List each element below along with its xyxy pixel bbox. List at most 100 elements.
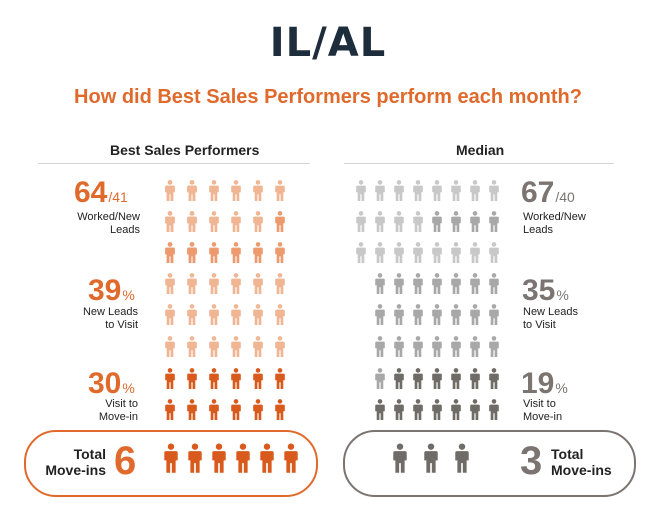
person-icon xyxy=(470,242,480,263)
person-icon xyxy=(470,273,480,294)
person-icon xyxy=(231,399,241,420)
person-icon xyxy=(231,304,241,325)
best-visit-value: 39 xyxy=(88,274,122,307)
person-icon xyxy=(209,211,219,232)
person-icon xyxy=(253,273,263,294)
person-icon xyxy=(394,368,404,389)
person-icon xyxy=(260,443,274,473)
person-icon xyxy=(209,273,219,294)
person-icon xyxy=(394,211,404,232)
person-icon xyxy=(165,399,175,420)
person-icon xyxy=(375,180,385,201)
person-icon xyxy=(209,368,219,389)
person-icon xyxy=(253,242,263,263)
person-icon xyxy=(275,336,285,357)
person-icon xyxy=(413,211,423,232)
person-icon xyxy=(375,273,385,294)
person-icon xyxy=(393,443,407,473)
person-icon xyxy=(187,336,197,357)
median-worked-label-line: Leads xyxy=(523,224,553,236)
person-icon xyxy=(165,180,175,201)
median-total-value: 3 xyxy=(520,439,543,483)
person-icon xyxy=(187,304,197,325)
person-icon xyxy=(470,336,480,357)
person-icon xyxy=(356,180,366,201)
person-icon xyxy=(253,180,263,201)
person-icon xyxy=(275,304,285,325)
median-total-label: Total Move-ins xyxy=(551,446,621,478)
median-movein-value: 19 xyxy=(521,367,555,400)
median-heading: Median xyxy=(456,142,505,158)
best-total-label: Total Move-ins xyxy=(44,446,106,478)
best-worked-label-line: Worked/New xyxy=(77,211,140,223)
person-icon xyxy=(253,336,263,357)
best-worked-suffix: /41 xyxy=(108,189,128,205)
person-icon xyxy=(413,368,423,389)
person-icon xyxy=(470,399,480,420)
person-icon xyxy=(394,336,404,357)
person-icon xyxy=(432,304,442,325)
best-visit-suffix: % xyxy=(122,287,135,303)
person-icon xyxy=(413,399,423,420)
person-icon xyxy=(209,180,219,201)
person-icon xyxy=(284,443,298,473)
page-subtitle: How did Best Sales Performers perform ea… xyxy=(74,86,582,108)
person-icon xyxy=(253,399,263,420)
person-icon xyxy=(470,368,480,389)
person-icon xyxy=(231,211,241,232)
best-visit-label-line: New Leads xyxy=(82,306,138,318)
median-total-box xyxy=(343,430,636,497)
best-visit-stat: 39% xyxy=(88,276,135,310)
best-total-label-line: Move-ins xyxy=(45,462,106,478)
person-icon xyxy=(489,304,499,325)
best-movein-label-line: Visit to xyxy=(105,398,138,410)
person-icon xyxy=(432,368,442,389)
person-icon xyxy=(231,242,241,263)
person-icon xyxy=(253,211,263,232)
person-icon xyxy=(451,180,461,201)
median-visit-stat: 35% xyxy=(522,276,569,310)
person-icon xyxy=(275,273,285,294)
person-icon xyxy=(451,211,461,232)
median-worked-stat: 67/40 xyxy=(521,178,575,212)
person-icon xyxy=(209,336,219,357)
person-icon xyxy=(470,180,480,201)
person-icon xyxy=(455,443,469,473)
person-icon xyxy=(432,336,442,357)
person-icon xyxy=(231,336,241,357)
person-icon xyxy=(413,242,423,263)
person-icon xyxy=(275,211,285,232)
person-icon xyxy=(165,336,175,357)
person-icon xyxy=(451,336,461,357)
person-icon xyxy=(489,368,499,389)
person-icon xyxy=(188,443,202,473)
person-icon xyxy=(187,368,197,389)
person-icon xyxy=(413,336,423,357)
median-visit-suffix: % xyxy=(556,287,569,303)
person-icon xyxy=(413,304,423,325)
person-icon xyxy=(187,180,197,201)
person-icon xyxy=(209,304,219,325)
median-movein-label: Visit to Move-in xyxy=(523,398,603,424)
person-icon xyxy=(451,368,461,389)
person-icon xyxy=(432,211,442,232)
person-icon xyxy=(253,304,263,325)
person-icon xyxy=(187,399,197,420)
best-movein-label: Visit to Move-in xyxy=(60,398,138,424)
person-icon xyxy=(489,211,499,232)
person-icon xyxy=(394,304,404,325)
median-worked-value: 67 xyxy=(521,176,555,209)
person-icon xyxy=(187,242,197,263)
median-total-label-line: Total xyxy=(551,446,584,462)
person-icon xyxy=(375,242,385,263)
person-icon xyxy=(394,242,404,263)
best-visit-label-line: to Visit xyxy=(105,319,138,331)
person-icon xyxy=(489,180,499,201)
best-total-label-line: Total xyxy=(73,446,106,462)
page-title: IL/AL xyxy=(269,20,387,66)
best-movein-stat: 30% xyxy=(88,369,135,403)
best-heading: Best Sales Performers xyxy=(110,142,260,158)
median-divider xyxy=(344,163,614,164)
person-icon xyxy=(209,242,219,263)
person-icon xyxy=(231,273,241,294)
